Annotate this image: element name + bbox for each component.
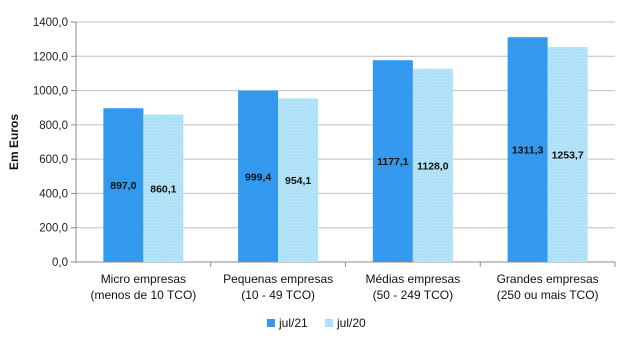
y-tick-label: 400,0: [39, 188, 68, 200]
data-label: 999,4: [245, 171, 271, 183]
data-label: 860,1: [150, 183, 176, 195]
axes: 0,0 200,0 400,0 600,0 800,0 1000,0 1200,0 1400,…: [7, 17, 616, 302]
y-tick-label: 800,0: [39, 120, 68, 132]
legend-swatch: [325, 319, 333, 327]
x-category-label: (50 - 249 TCO): [373, 288, 453, 302]
y-tick-label: 1000,0: [33, 86, 68, 98]
x-category-label: Micro empresas: [101, 272, 186, 286]
bars: [103, 37, 588, 263]
bar-jul-21-3: [507, 37, 548, 262]
legend: jul/21 jul/20: [267, 316, 366, 330]
y-tick-label: 0,0: [52, 257, 68, 269]
y-axis-title: Em Euros: [7, 114, 21, 170]
bar-jul-21-0: [103, 108, 144, 262]
x-category-label: Pequenas empresas: [223, 272, 333, 286]
x-category-label: Grandes empresas: [497, 272, 599, 286]
data-label: 1311,3: [512, 145, 544, 157]
legend-swatch: [267, 319, 275, 327]
data-label: 1253,7: [552, 150, 584, 162]
data-label: 897,0: [110, 180, 136, 192]
y-tick-label: 600,0: [39, 154, 68, 166]
data-label: 954,1: [285, 175, 311, 187]
data-label: 1128,0: [417, 160, 449, 172]
bar-jul-21-2: [372, 60, 413, 263]
x-category-label: (menos de 10 TCO): [90, 288, 196, 302]
y-tick-label: 1400,0: [33, 17, 68, 29]
data-labels: 897,0 860,1 999,4 954,1 1177,1 1128,0 1311,3 12…: [110, 145, 584, 196]
legend-label: jul/21: [278, 316, 308, 330]
y-tick-label: 1200,0: [33, 51, 68, 63]
legend-label: jul/20: [336, 316, 366, 330]
data-label: 1177,1: [377, 156, 409, 168]
bar-jul-21-1: [238, 90, 279, 262]
bar-jul-20-3: [547, 47, 588, 262]
x-category-label: (10 - 49 TCO): [241, 288, 315, 302]
bar-jul-20-0: [143, 114, 184, 262]
y-tick-label: 200,0: [39, 223, 68, 235]
bar-jul-20-2: [412, 68, 453, 262]
x-category-label: (250 ou mais TCO): [497, 288, 599, 302]
x-category-label: Médias empresas: [366, 272, 461, 286]
bar-jul-20-1: [278, 98, 319, 262]
